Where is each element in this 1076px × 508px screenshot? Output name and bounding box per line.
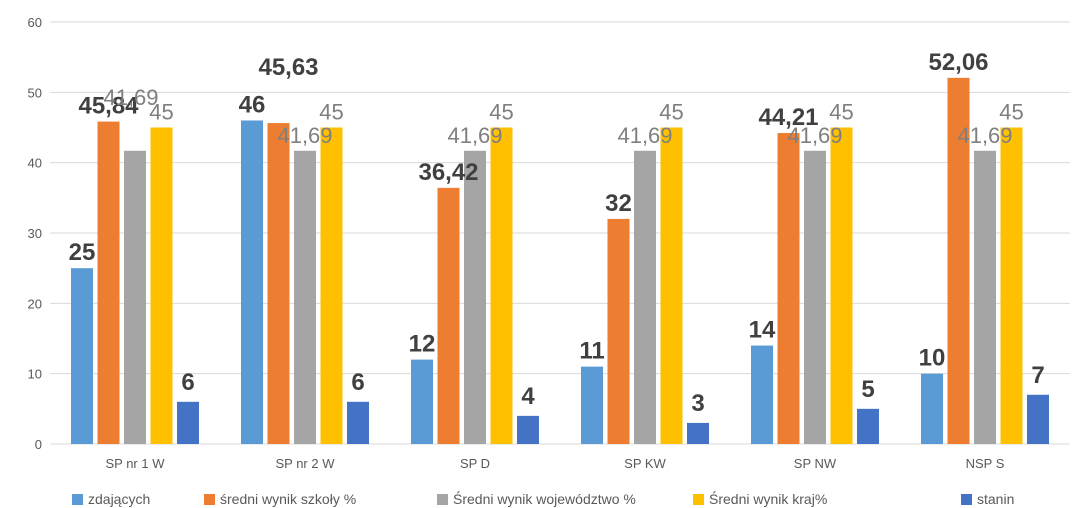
y-axis-ticks: 0 10 20 30 40 50 60 [28, 15, 42, 452]
bar [687, 422, 709, 444]
data-labels: 2545,8441,694564645,6341,694561236,4241,… [69, 49, 1045, 417]
x-category-label: SP NW [794, 456, 837, 471]
data-label: 41,69 [957, 123, 1012, 148]
bar [1000, 127, 1023, 444]
legend-swatch [961, 494, 972, 505]
bars [71, 77, 1049, 444]
bar [581, 366, 603, 444]
data-label: 45,63 [258, 54, 318, 81]
legend-swatch [204, 494, 215, 505]
bar [124, 150, 146, 444]
data-label: 11 [579, 338, 604, 365]
bar [804, 150, 826, 444]
data-label: 45 [829, 100, 853, 125]
legend-swatch [72, 494, 83, 505]
legend-swatch [437, 494, 448, 505]
data-label: 45 [319, 100, 343, 125]
data-label: 4 [521, 383, 535, 410]
y-tick-label: 40 [28, 156, 42, 171]
x-axis-categories: SP nr 1 W SP nr 2 W SP D SP KW SP NW NSP S [105, 456, 1004, 471]
bar [947, 77, 970, 444]
x-category-label: SP KW [624, 456, 666, 471]
bar [660, 127, 683, 444]
bar [71, 268, 93, 444]
bar [177, 401, 199, 444]
data-label: 14 [749, 317, 776, 344]
data-label: 41,69 [277, 123, 332, 148]
legend-label: zdających [88, 491, 150, 507]
data-label: 45 [489, 100, 513, 125]
gridlines [50, 21, 1070, 445]
data-label: 6 [181, 369, 194, 396]
y-tick-label: 20 [28, 296, 42, 311]
x-category-label: SP D [460, 456, 490, 471]
data-label: 45 [999, 100, 1023, 125]
legend: zdających średni wynik szkoły % Średni wyn… [72, 490, 1014, 507]
x-category-label: SP nr 2 W [275, 456, 335, 471]
bar [751, 345, 773, 444]
bar [830, 127, 853, 444]
data-label: 5 [861, 376, 874, 403]
y-tick-label: 0 [35, 437, 42, 452]
data-label: 10 [919, 345, 946, 372]
bar [777, 133, 800, 444]
x-category-label: NSP S [966, 456, 1005, 471]
bar [490, 127, 513, 444]
bar [857, 408, 879, 444]
bar [150, 127, 173, 444]
data-label: 7 [1031, 362, 1044, 389]
bar [437, 187, 460, 444]
legend-label: Średni wynik województwo % [453, 490, 636, 507]
data-label: 25 [69, 239, 96, 266]
data-label: 32 [605, 190, 632, 217]
y-tick-label: 30 [28, 226, 42, 241]
y-tick-label: 60 [28, 15, 42, 30]
y-tick-label: 50 [28, 85, 42, 100]
bar [97, 121, 120, 444]
bar [241, 120, 263, 444]
bar [1027, 394, 1049, 444]
bar [974, 150, 996, 444]
data-label: 45,84 [78, 93, 139, 120]
bar [921, 373, 943, 444]
data-label: 6 [351, 369, 364, 396]
bar [267, 123, 290, 444]
data-label: 12 [409, 331, 436, 358]
legend-label: Średni wynik kraj% [709, 490, 827, 507]
legend-label: średni wynik szkoły % [220, 491, 356, 507]
data-label: 41,69 [617, 123, 672, 148]
y-tick-label: 10 [28, 367, 42, 382]
bar [464, 150, 486, 444]
data-label: 52,06 [928, 49, 988, 76]
data-label: 45 [659, 100, 683, 125]
x-category-label: SP nr 1 W [105, 456, 165, 471]
bar [517, 415, 539, 444]
data-label: 3 [691, 390, 704, 417]
data-label: 41,69 [787, 123, 842, 148]
legend-swatch [693, 494, 704, 505]
data-label: 36,42 [418, 159, 478, 186]
data-label: 41,69 [447, 123, 502, 148]
data-label: 45 [149, 100, 173, 125]
data-label: 46 [239, 91, 266, 118]
bar [411, 359, 433, 444]
data-label: 41,69 [103, 85, 158, 110]
bar [607, 218, 630, 444]
legend-label: stanin [977, 491, 1014, 507]
data-label: 44,21 [758, 104, 818, 131]
bar [634, 150, 656, 444]
bar [294, 150, 316, 444]
bar [347, 401, 369, 444]
bar [320, 127, 343, 444]
